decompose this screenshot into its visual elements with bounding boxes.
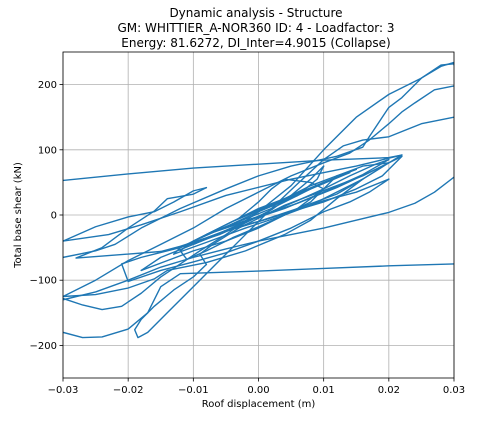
- response-curve-segment: [199, 162, 390, 266]
- y-tick-label: 100: [38, 145, 57, 156]
- response-curve-segment: [63, 85, 454, 298]
- x-tick-label: −0.01: [178, 385, 209, 396]
- x-tick-label: 0.03: [443, 385, 465, 396]
- response-curve-segment: [63, 154, 403, 298]
- chart-title-line-1: Dynamic analysis - Structure: [169, 6, 342, 20]
- x-axis-label: Roof displacement (m): [202, 399, 316, 410]
- chart-title-line-3: Energy: 81.6272, DI_Inter=4.9015 (Collap…: [121, 36, 390, 50]
- y-tick-label: −200: [30, 341, 57, 352]
- x-tick-label: −0.03: [48, 385, 79, 396]
- response-curve-segment: [63, 63, 454, 259]
- y-tick-label: 200: [38, 80, 57, 91]
- y-tick-label: −100: [30, 276, 57, 287]
- response-curve-segment: [63, 154, 403, 242]
- y-axis-label: Total base shear (kN): [13, 162, 24, 269]
- response-curve-segment: [63, 176, 454, 301]
- x-tick-label: −0.02: [113, 385, 144, 396]
- grid-lines: [62, 52, 455, 378]
- response-curve-segment: [75, 186, 208, 259]
- x-tick-label: 0.00: [247, 385, 269, 396]
- response-curve-segment: [63, 263, 454, 339]
- x-tick-label: 0.01: [313, 385, 335, 396]
- response-curve-segment: [205, 165, 325, 236]
- response-curve: [63, 61, 454, 339]
- y-tick-label: 0: [51, 211, 57, 222]
- chart-title-line-2: GM: WHITTIER_A-NOR360 ID: 4 - Loadfactor…: [117, 21, 394, 35]
- y-axis-ticks: −200 −100 0 100 200: [30, 80, 63, 352]
- response-curve-segment: [205, 171, 351, 236]
- response-curve-segment: [133, 116, 454, 339]
- x-tick-label: 0.02: [378, 385, 400, 396]
- plot-area: [63, 61, 454, 339]
- x-axis-ticks: −0.03 −0.02 −0.01 0.00 0.01 0.02 0.03: [48, 378, 465, 396]
- response-curve-segment: [140, 162, 390, 272]
